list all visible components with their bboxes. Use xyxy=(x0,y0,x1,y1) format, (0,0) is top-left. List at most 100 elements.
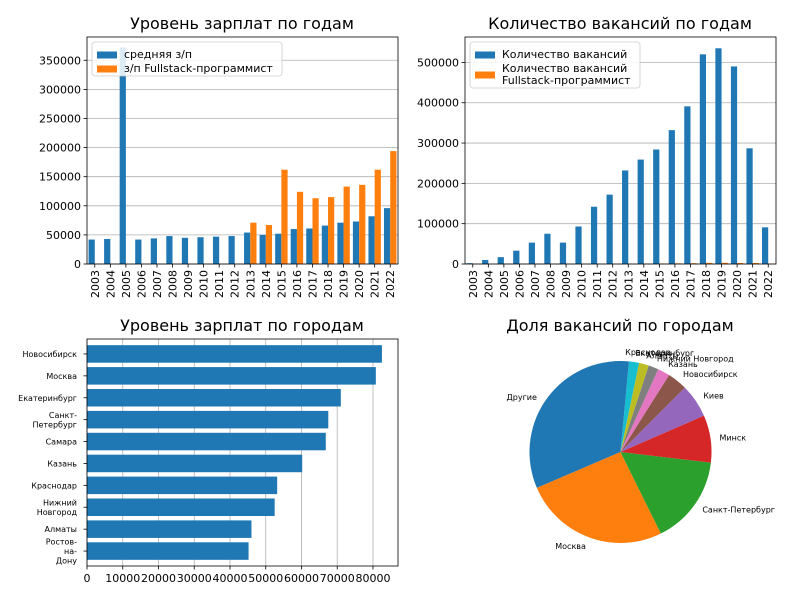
legend: средняя з/пз/п Fullstack-программист xyxy=(91,41,283,77)
bar-series-1 xyxy=(497,257,504,264)
bar-series-2 xyxy=(343,186,350,264)
legend-label: средняя з/п xyxy=(124,48,192,61)
bar-series-1 xyxy=(259,234,266,264)
y-tick-label: Новгород xyxy=(37,508,78,517)
bar-series-1 xyxy=(212,236,220,264)
legend-swatch xyxy=(97,51,117,59)
pie-slice xyxy=(620,361,629,452)
bar-series-2 xyxy=(296,191,304,264)
y-tick-label: Петербург xyxy=(32,420,77,429)
x-tick-label: 2018 xyxy=(322,270,335,298)
pie-label: Нижний Новгород xyxy=(657,355,734,364)
y-tick-label: 50000 xyxy=(46,229,81,242)
bar xyxy=(87,432,326,451)
x-tick-label: 80000 xyxy=(355,572,390,585)
x-tick-label: 2014 xyxy=(260,270,273,298)
bar-series-1 xyxy=(244,232,251,264)
bar-series-2 xyxy=(737,262,744,264)
x-tick-label: 2003 xyxy=(89,270,102,298)
y-tick-label: 350000 xyxy=(39,54,81,67)
x-tick-label: 2022 xyxy=(384,270,397,298)
y-tick-label: 0 xyxy=(452,258,459,271)
bar-series-1 xyxy=(88,239,95,264)
pie-slice xyxy=(620,361,640,452)
bar-series-2 xyxy=(328,197,335,264)
x-tick-label: 2020 xyxy=(731,270,744,298)
legend-label: Количество вакансий xyxy=(502,62,627,75)
y-tick-label: Нижний xyxy=(43,499,77,508)
bar-series-1 xyxy=(166,236,173,264)
x-tick-label: 2011 xyxy=(213,270,226,298)
x-tick-label: 2007 xyxy=(151,270,164,298)
bar-series-1 xyxy=(544,233,551,264)
bar-series-1 xyxy=(513,250,520,264)
legend-box xyxy=(91,41,283,77)
pie-label: Другие xyxy=(507,393,537,402)
bar-series-1 xyxy=(746,148,753,264)
x-tick-label: 2015 xyxy=(653,270,666,298)
bar-series-1 xyxy=(699,54,707,264)
x-tick-label: 2004 xyxy=(104,270,117,298)
bar-series-2 xyxy=(752,262,759,264)
bar-series-2 xyxy=(281,169,288,264)
x-tick-label: 50000 xyxy=(248,572,283,585)
x-tick-label: 2005 xyxy=(498,270,511,298)
bar-series-1 xyxy=(337,222,344,264)
pie-slice xyxy=(620,415,712,463)
x-tick-label: 30000 xyxy=(177,572,212,585)
bar-series-1 xyxy=(762,227,769,264)
legend-swatch xyxy=(97,65,117,73)
x-tick-label: 2008 xyxy=(167,270,180,298)
bar-series-2 xyxy=(690,263,697,264)
pie-slice xyxy=(620,369,670,452)
legend-label: Количество вакансий xyxy=(502,48,627,61)
y-tick-label: 0 xyxy=(74,258,81,271)
y-tick-label: 300000 xyxy=(417,137,459,150)
legend-box xyxy=(469,41,641,89)
bar-series-1 xyxy=(637,159,644,264)
legend-swatch xyxy=(475,71,495,79)
bar-series-1 xyxy=(730,66,738,264)
x-tick-label: 60000 xyxy=(284,572,319,585)
legend-label: Fullstack-программист xyxy=(502,74,631,87)
bar-series-1 xyxy=(715,48,722,264)
bar-series-1 xyxy=(352,221,360,264)
bar xyxy=(87,454,303,473)
pie-label: Минск xyxy=(720,433,747,442)
x-tick-label: 2019 xyxy=(716,270,729,298)
x-tick-label: 2017 xyxy=(306,270,319,298)
y-tick-label: Ростов- xyxy=(46,538,77,547)
x-tick-label: 2014 xyxy=(638,270,651,298)
x-tick-label: 2004 xyxy=(482,270,495,298)
x-tick-label: 40000 xyxy=(212,572,247,585)
bar-series-2 xyxy=(359,184,366,264)
x-tick-label: 2022 xyxy=(762,270,775,298)
x-tick-label: 2013 xyxy=(244,270,257,298)
plot-frame xyxy=(464,36,777,265)
chart-title: Уровень зарплат по городам xyxy=(120,316,364,335)
bar-series-1 xyxy=(290,229,297,264)
bar-series-1 xyxy=(368,216,375,264)
bar xyxy=(87,388,341,407)
x-tick-label: 2020 xyxy=(353,270,366,298)
x-tick-label: 2007 xyxy=(529,270,542,298)
bar-series-1 xyxy=(528,242,535,264)
y-tick-label: Дону xyxy=(56,557,77,566)
x-tick-label: 2019 xyxy=(338,270,351,298)
pie-slice xyxy=(620,387,704,452)
bar xyxy=(87,476,278,495)
y-tick-label: Санкт- xyxy=(49,411,77,420)
bar-series-1 xyxy=(559,242,567,264)
y-tick-label: 100000 xyxy=(417,218,459,231)
bar-series-1 xyxy=(104,238,111,264)
pie-slice xyxy=(536,452,661,544)
y-tick-label: 300000 xyxy=(39,83,81,96)
bar-series-2 xyxy=(721,262,728,264)
bar xyxy=(87,498,275,517)
pie-label: Екатеринбург xyxy=(635,349,694,358)
x-tick-label: 2005 xyxy=(120,270,133,298)
x-tick-label: 2012 xyxy=(229,270,242,298)
bar-series-1 xyxy=(606,194,613,264)
